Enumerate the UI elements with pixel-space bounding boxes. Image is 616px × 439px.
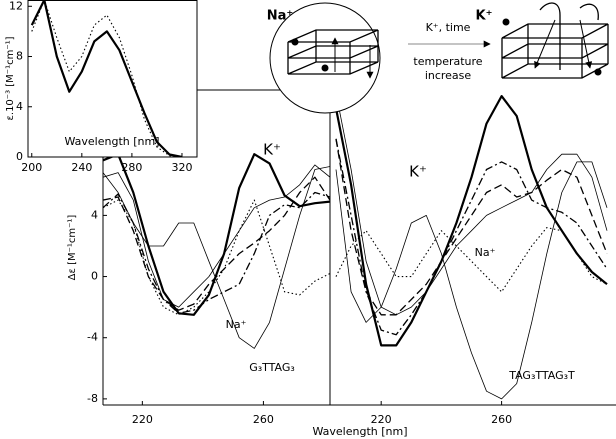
line-series [335,93,608,316]
x-axis-label: Wavelength [nm] [64,135,159,148]
y-tick-label: 4 [16,100,23,113]
panel-label: TAG₃TTAG₃T [508,369,575,382]
y-tick-label: 0 [91,270,98,283]
line-series [103,191,330,314]
series-group [103,153,330,349]
annotation: Na⁺ [475,246,496,259]
arrow: K⁺, time temperature increase [408,21,491,82]
y-tick-label: 8 [16,50,23,63]
y-tick-label: -4 [87,331,98,344]
line-series [335,161,608,400]
plots: 220 260 -8 -4 0 4 Wavelength [nm] Δε [M⁻¹cm⁻¹] K… [5,0,616,438]
chart: 200 240 280 320 0 4 8 12 Wavelength [nm] ε.10⁻³ [… [5,0,198,174]
arrow-label: K⁺, time [426,21,471,34]
line-series [103,166,330,349]
line-series [103,199,330,316]
y-tick-label: -8 [87,392,98,405]
chart: 220 260 K⁺ Na⁺ TAG₃TTAG₃T [329,90,616,426]
x-axis-label: Wavelength [nm] [312,425,407,438]
series-group [334,93,608,400]
na-structure: Na⁺ [267,2,381,114]
axis-frame [27,0,198,158]
x-tick-label: 240 [71,161,92,174]
line-series [335,138,608,336]
x-tick-label: 260 [253,413,274,426]
y-tick-label: 4 [91,208,98,221]
x-tick-label: 200 [21,161,42,174]
x-tick-label: 220 [371,413,392,426]
line-series [335,227,608,293]
y-axis-label: ε.10⁻³ [M⁻¹cm⁻¹] [5,36,16,120]
panel-label: G₃TTAG₃ [249,361,295,374]
x-tick-label: 320 [171,161,192,174]
inset-background [28,0,197,157]
line-series [31,0,183,157]
series-group [30,0,183,157]
line-series [103,176,330,311]
chart: 220 260 -8 -4 0 4 Wavelength [nm] Δε [M⁻¹cm⁻¹] K… [67,90,408,438]
y-tick-label: 12 [9,0,23,12]
line-series [103,164,330,308]
x-tick-label: 260 [491,413,512,426]
arrow-sublabel: temperature [413,55,482,68]
x-tick-label: 280 [121,161,142,174]
k-label: K⁺ [476,9,493,24]
line-series [103,153,330,316]
na-label: Na⁺ [267,9,294,24]
y-tick-label: 0 [16,150,23,163]
annotation: K⁺ [409,163,427,181]
k-structure: K⁺ [476,2,609,79]
arrow-sublabel: increase [425,69,472,82]
y-axis-label: Δε [M⁻¹cm⁻¹] [67,215,78,281]
line-series [335,138,608,316]
x-tick-label: 220 [132,413,153,426]
annotation: Na⁺ [226,318,247,331]
line-series [30,0,183,157]
annotation: K⁺ [263,141,281,159]
